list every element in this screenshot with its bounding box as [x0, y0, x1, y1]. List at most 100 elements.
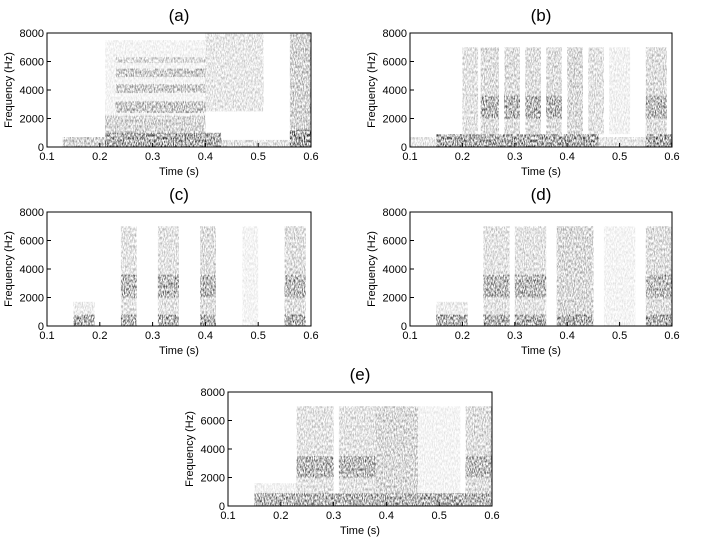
x-axis-label: Time (s): [521, 166, 561, 178]
y-tick-label: 2000: [20, 293, 44, 305]
energy-cell-1: [436, 134, 599, 147]
energy-cell-13: [588, 47, 604, 135]
spectrogram-panel-4: 0.1 0.2 0.3 0.4 0.5 0.6 0 2000 4000 6000 8000 Time …: [184, 365, 500, 537]
spectrogram-panel-3: 0.1 0.2 0.3 0.4 0.5 0.6 0 2000 4000 6000 8000 Time …: [366, 185, 680, 357]
energy-cell-7: [514, 274, 547, 298]
y-tick-label: 6000: [383, 236, 407, 248]
x-tick-label: 0.1: [402, 330, 417, 342]
y-tick-label: 6000: [20, 57, 44, 69]
energy-cell-3: [462, 47, 479, 135]
x-tick-label: 0.5: [251, 330, 266, 342]
x-tick-label: 0.5: [251, 151, 266, 163]
x-tick-label: 0.5: [612, 330, 627, 342]
energy-cell-8: [465, 406, 492, 494]
x-tick-label: 0.1: [39, 330, 54, 342]
energy-cell-0: [62, 137, 105, 147]
energy-cell-14: [609, 47, 631, 135]
y-tick-label: 4000: [201, 444, 225, 456]
energy-cell-3: [120, 226, 137, 315]
energy-cell-1: [436, 301, 468, 315]
energy-cell-14: [284, 274, 306, 298]
y-tick-label: 2000: [201, 473, 225, 485]
energy-cell-10: [603, 226, 636, 327]
energy-cell-9: [465, 456, 492, 478]
x-tick-label: 0.4: [198, 330, 213, 342]
panel-title: (a): [169, 6, 190, 25]
energy-cell-4: [338, 406, 376, 494]
x-axis-label: Time (s): [159, 166, 199, 178]
x-axis-label: Time (s): [159, 345, 199, 357]
x-tick-label: 0.2: [273, 510, 288, 522]
y-tick-label: 0: [401, 321, 407, 333]
x-axis-label: Time (s): [521, 345, 561, 357]
panel-title: (d): [531, 185, 552, 204]
y-tick-label: 6000: [20, 236, 44, 248]
energy-cell-16: [645, 95, 667, 119]
energy-cell-11: [546, 95, 562, 119]
x-tick-label: 0.3: [507, 330, 522, 342]
x-tick-label: 0.5: [612, 151, 627, 163]
x-tick-label: 0.1: [39, 151, 54, 163]
energy-cell-0: [73, 314, 95, 326]
energy-cell-3: [483, 226, 510, 315]
x-tick-label: 0.6: [303, 151, 318, 163]
spectrogram-energy: [254, 406, 492, 507]
x-tick-label: 0.4: [560, 151, 575, 163]
y-tick-label: 2000: [20, 114, 44, 126]
energy-cell-10: [200, 274, 216, 298]
energy-cell-2: [296, 406, 334, 494]
x-tick-label: 0.1: [220, 510, 235, 522]
y-tick-label: 8000: [383, 207, 407, 219]
y-axis-label: Frequency (Hz): [3, 231, 15, 307]
energy-cell-12: [645, 226, 672, 315]
y-tick-label: 6000: [201, 416, 225, 428]
y-tick-label: 0: [401, 142, 407, 154]
spectrogram-energy: [73, 226, 306, 327]
energy-cell-7: [504, 95, 520, 119]
energy-cell-12: [567, 47, 583, 135]
spectrogram-panel-2: 0.1 0.2 0.3 0.4 0.5 0.6 0 2000 4000 6000 8000 Time …: [3, 185, 319, 357]
y-tick-label: 4000: [383, 85, 407, 97]
x-tick-label: 0.4: [379, 510, 394, 522]
spectrogram-panel-0: 0.1 0.2 0.3 0.4 0.5 0.6 0 2000 4000 6000 8000 Time …: [3, 6, 319, 178]
energy-cell-4: [120, 274, 137, 298]
y-tick-label: 4000: [20, 85, 44, 97]
y-tick-label: 8000: [201, 387, 225, 399]
x-tick-label: 0.4: [198, 151, 213, 163]
energy-cell-13: [284, 226, 306, 315]
energy-cell-8: [105, 40, 206, 133]
x-tick-label: 0.6: [664, 330, 679, 342]
x-tick-label: 0.2: [92, 330, 107, 342]
energy-cell-4: [480, 47, 499, 135]
x-tick-label: 0.2: [455, 151, 470, 163]
y-axis-label: Frequency (Hz): [366, 231, 378, 307]
energy-cell-0: [436, 314, 468, 326]
energy-cell-2: [645, 134, 672, 147]
energy-cell-6: [375, 406, 418, 494]
energy-cell-1: [73, 301, 95, 315]
energy-cell-9: [200, 226, 216, 315]
energy-cell-8: [200, 314, 216, 326]
panel-title: (b): [531, 6, 552, 25]
y-axis-label: Frequency (Hz): [366, 52, 378, 128]
x-tick-label: 0.6: [484, 510, 499, 522]
energy-cell-9: [205, 33, 264, 112]
energy-cell-10: [546, 47, 562, 135]
spectrogram-energy: [410, 47, 672, 147]
x-tick-label: 0.4: [560, 330, 575, 342]
energy-cell-1: [254, 483, 297, 494]
y-tick-label: 0: [219, 501, 225, 513]
energy-cell-8: [525, 47, 541, 135]
y-tick-label: 8000: [20, 28, 44, 40]
x-tick-label: 0.2: [455, 330, 470, 342]
x-tick-label: 0.3: [326, 510, 341, 522]
panel-title: (e): [350, 365, 371, 384]
x-tick-label: 0.1: [402, 151, 417, 163]
y-tick-label: 6000: [383, 57, 407, 69]
energy-cell-12: [284, 314, 306, 326]
energy-cell-3: [296, 456, 334, 478]
energy-cell-6: [504, 47, 520, 135]
y-tick-label: 2000: [383, 114, 407, 126]
y-axis-label: Frequency (Hz): [184, 411, 196, 487]
